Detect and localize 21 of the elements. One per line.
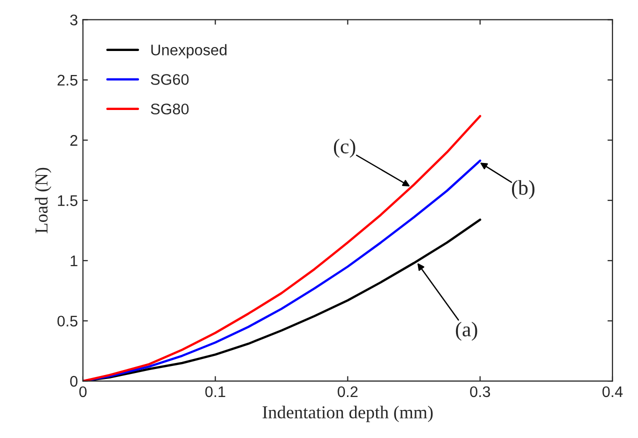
y-tick-label: 2	[70, 135, 78, 146]
legend-label: Unexposed	[151, 44, 226, 58]
annotation: (a)	[456, 322, 478, 341]
legend-label: SG60	[150, 74, 189, 85]
y-axis-title: Load (N)	[34, 168, 52, 234]
annotation: (c)	[334, 138, 356, 158]
legend-label: SG80	[150, 104, 189, 114]
y-tick-label: 1	[70, 256, 78, 266]
y-tick-label: 0.5	[57, 316, 78, 327]
y-tick-label: 1.5	[58, 195, 78, 206]
y-tick-label: 2.5	[58, 74, 78, 86]
y-tick-label: 3	[70, 14, 78, 26]
x-tick-label: 0.1	[205, 386, 226, 398]
x-tick-label: 0.4	[602, 386, 623, 398]
y-tick-label: 0	[70, 376, 78, 387]
x-tick-label: 0.2	[338, 386, 358, 398]
x-tick-label: 0	[79, 386, 87, 398]
x-tick-label: 0.3	[470, 386, 490, 398]
x-axis-title: Indentation depth (mm)	[262, 406, 433, 422]
annotation: (b)	[512, 180, 534, 200]
line-series	[82, 114, 482, 382]
